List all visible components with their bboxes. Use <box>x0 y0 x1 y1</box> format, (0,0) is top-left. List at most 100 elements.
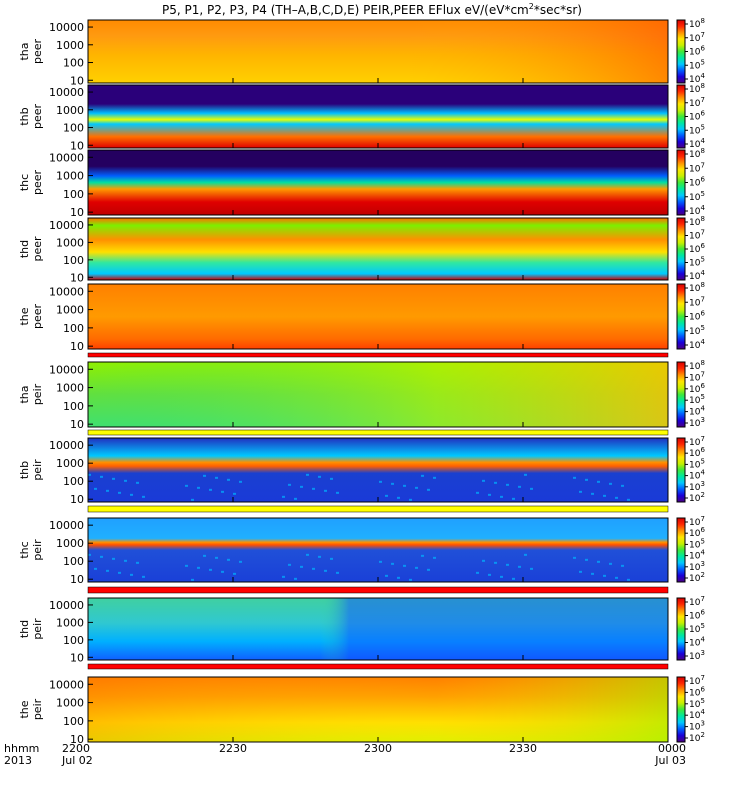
noise-speck <box>312 487 315 490</box>
colorbar-thb-peir <box>676 437 686 503</box>
noise-speck <box>433 556 436 559</box>
noise-speck <box>415 566 418 569</box>
noise-speck <box>306 473 309 476</box>
noise-speck <box>185 564 188 567</box>
noise-speck <box>100 555 103 558</box>
noise-speck <box>500 495 503 498</box>
noise-speck <box>227 478 230 481</box>
colorbar-thc-peer <box>676 149 686 216</box>
noise-speck <box>518 565 521 568</box>
y-tick-label: 10000 <box>49 599 84 612</box>
noise-speck <box>239 560 242 563</box>
noise-speck <box>415 486 418 489</box>
noise-speck <box>130 573 133 576</box>
y-tick-label: 10000 <box>49 363 84 376</box>
noise-speck <box>609 562 612 565</box>
colorbar-tick-label: 102 <box>689 571 705 584</box>
noise-speck <box>409 498 412 501</box>
y-tick-label: 100 <box>63 475 84 488</box>
noise-speck <box>500 575 503 578</box>
noise-speck <box>324 569 327 572</box>
noise-speck <box>506 483 509 486</box>
noise-speck <box>209 488 212 491</box>
colorbar-tick-label: 105 <box>689 190 705 203</box>
panel-label-top: thc <box>18 174 31 191</box>
y-tick-label: 1000 <box>56 697 84 710</box>
x-tick-label: 0000 <box>658 742 686 755</box>
noise-speck <box>136 481 139 484</box>
noise-speck <box>318 475 321 478</box>
colorbar-tick-label: 106 <box>689 110 705 123</box>
noise-speck <box>185 484 188 487</box>
y-tick-label: 10 <box>70 651 84 664</box>
colorbar-thb-peer <box>676 84 686 149</box>
noise-speck <box>597 560 600 563</box>
colorbar-tick-label: 103 <box>689 416 705 429</box>
y-tick-label: 100 <box>63 555 84 568</box>
noise-speck <box>124 479 127 482</box>
y-tick-label: 10000 <box>49 21 84 34</box>
x-tick-label: 2300 <box>364 742 392 755</box>
y-tick-label: 100 <box>63 57 84 70</box>
noise-speck <box>203 554 206 557</box>
noise-speck <box>300 565 303 568</box>
noise-speck <box>427 488 430 491</box>
y-tick-label: 10 <box>70 418 84 431</box>
noise-speck <box>573 556 576 559</box>
noise-speck <box>330 477 333 480</box>
noise-speck <box>512 497 515 500</box>
panel-label-top: thc <box>18 541 31 558</box>
noise-speck <box>476 491 479 494</box>
noise-speck <box>433 476 436 479</box>
noise-speck <box>288 483 291 486</box>
noise-speck <box>312 567 315 570</box>
spectrogram-overlay-tha-peir <box>88 362 668 427</box>
noise-speck <box>591 572 594 575</box>
y-tick-label: 10 <box>70 139 84 152</box>
colorbar-tick-label: 106 <box>689 310 705 323</box>
noise-speck <box>391 482 394 485</box>
noise-speck <box>403 484 406 487</box>
noise-speck <box>585 558 588 561</box>
y-tick-label: 1000 <box>56 236 84 249</box>
panel-label-top: the <box>18 307 31 325</box>
y-tick-label: 1000 <box>56 104 84 117</box>
noise-speck <box>482 479 485 482</box>
y-tick-label: 100 <box>63 254 84 267</box>
colorbar-tick-label: 103 <box>689 649 705 662</box>
noise-speck <box>300 485 303 488</box>
y-tick-label: 10 <box>70 573 84 586</box>
noise-speck <box>118 571 121 574</box>
spectrogram-thc-peer <box>88 150 668 215</box>
data-availability-strip <box>87 663 669 670</box>
noise-speck <box>106 489 109 492</box>
svg-text:P5, P1, P2, P3, P4 (TH–A,B,C,D: P5, P1, P2, P3, P4 (TH–A,B,C,D,E) PEIR,P… <box>162 2 582 17</box>
colorbar-thd-peer <box>676 217 686 281</box>
noise-speck <box>421 474 424 477</box>
noise-speck <box>494 561 497 564</box>
y-tick-label: 1000 <box>56 304 84 317</box>
spectrogram-thb-peir <box>88 438 668 502</box>
noise-speck <box>288 563 291 566</box>
y-tick-label: 100 <box>63 634 84 647</box>
panel-label-bottom: peer <box>31 236 44 262</box>
noise-speck <box>94 487 97 490</box>
y-tick-label: 10 <box>70 733 84 746</box>
y-tick-label: 1000 <box>56 39 84 52</box>
noise-speck <box>112 557 115 560</box>
noise-speck <box>330 557 333 560</box>
x-tick-sublabel: Jul 03 <box>654 754 686 767</box>
noise-speck <box>112 477 115 480</box>
panel-label-bottom: peer <box>31 170 44 196</box>
data-availability-strip <box>87 352 669 358</box>
colorbar-tick-label: 106 <box>689 45 705 58</box>
panel-label-bottom: peer <box>31 104 44 130</box>
x-tick-label: 2230 <box>219 742 247 755</box>
y-tick-label: 10 <box>70 206 84 219</box>
y-tick-label: 10 <box>70 74 84 87</box>
colorbar-tick-label: 102 <box>689 731 705 744</box>
